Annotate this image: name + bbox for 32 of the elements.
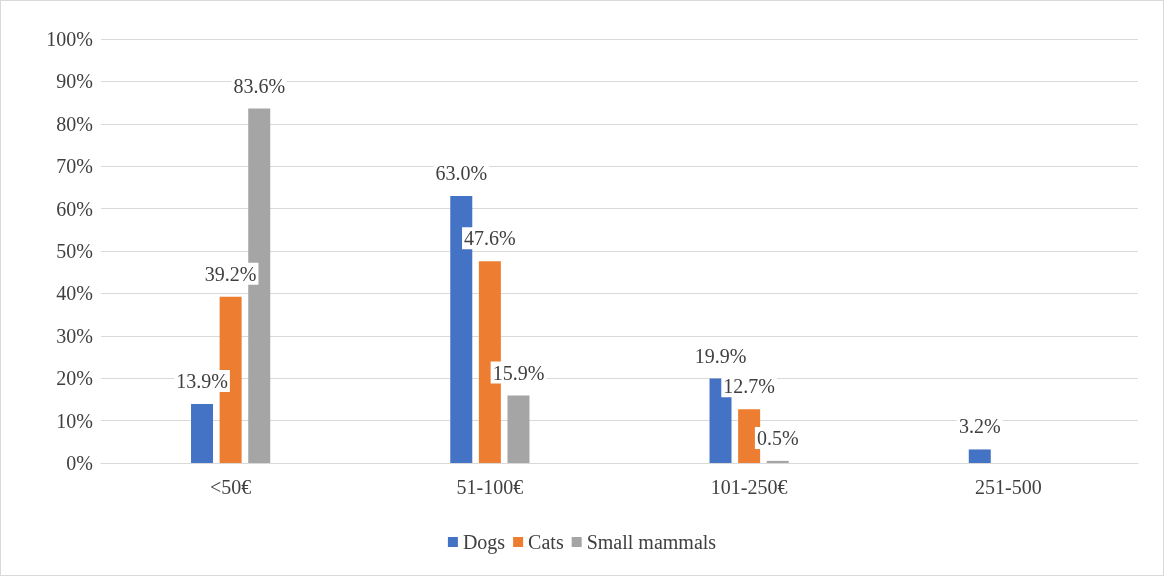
x-tick-label: <50€ [209, 476, 252, 498]
legend-label: Cats [528, 531, 564, 553]
y-tick-label: 10% [56, 409, 93, 432]
data-label: 3.2% [958, 415, 1001, 438]
y-tick-label: 80% [56, 112, 93, 135]
y-tick-label: 20% [56, 367, 93, 390]
data-label: 83.6% [233, 74, 286, 97]
y-tick-label: 50% [56, 240, 93, 262]
data-label: 39.2% [204, 262, 257, 285]
y-tick-label: 0% [66, 452, 93, 474]
bar [191, 404, 214, 463]
bar [766, 460, 789, 463]
x-tick-label: 251-500 [975, 476, 1042, 498]
y-tick-label: 100% [46, 28, 93, 50]
x-tick-label: 51-100€ [456, 476, 524, 498]
data-label: 13.9% [176, 370, 228, 393]
y-tick-label: 60% [56, 197, 93, 220]
x-tick-label: 101-250€ [710, 476, 788, 498]
data-label: 0.5% [756, 426, 799, 449]
legend-label: Dogs [462, 531, 506, 554]
legend-label: Small mammals [586, 531, 717, 553]
y-tick-label: 40% [56, 282, 93, 305]
data-label: 47.6% [464, 227, 516, 250]
bar [507, 395, 530, 463]
data-label: 15.9% [492, 361, 545, 384]
data-label: 12.7% [723, 375, 775, 398]
data-label: 63.0% [435, 161, 488, 184]
y-tick-label: 70% [56, 155, 93, 178]
y-tick-label: 30% [56, 324, 93, 347]
bar [968, 449, 991, 463]
data-label: 19.9% [694, 344, 747, 367]
y-tick-label: 90% [56, 70, 93, 93]
